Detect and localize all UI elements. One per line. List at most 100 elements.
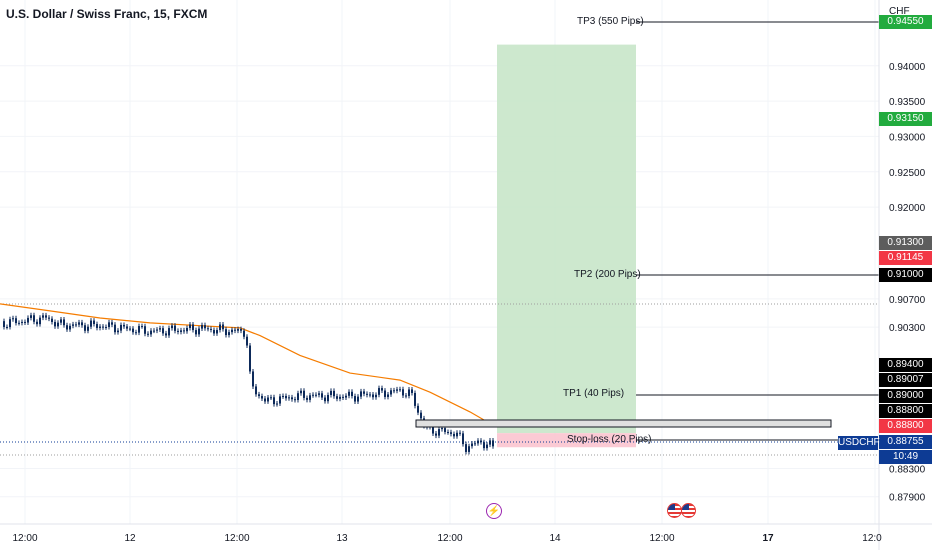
take-profit-zone[interactable] [497, 44, 636, 434]
candle-body [348, 391, 350, 396]
candle-body [330, 390, 332, 395]
symbol-tag[interactable]: USDCHF [838, 436, 880, 450]
candle-body [12, 318, 14, 320]
price-tag[interactable]: 0.89007 [879, 373, 932, 387]
candle-body [105, 327, 107, 329]
candle-body [192, 324, 194, 331]
price-label: 0.88300 [889, 464, 926, 475]
candle-body [468, 446, 470, 452]
entry-zone-box[interactable] [415, 419, 832, 428]
price-label: 0.90300 [889, 323, 926, 334]
candle-body [213, 329, 215, 334]
candle-body [180, 330, 182, 332]
candle-body [24, 321, 26, 323]
candle-body [69, 325, 71, 330]
price-tag[interactable]: 0.91145 [879, 251, 932, 265]
candle-body [483, 442, 485, 449]
candle-body [444, 428, 446, 432]
candle-body [120, 324, 122, 331]
candle-body [414, 392, 416, 406]
candle-body [270, 397, 272, 399]
candle-body [36, 321, 38, 325]
time-label: 12:00 [437, 533, 462, 544]
candle-body [216, 330, 218, 334]
candle-body [255, 386, 257, 395]
candle-body [87, 326, 89, 331]
tp1-label[interactable]: TP1 (40 Pips) [563, 388, 625, 399]
candle-body [408, 389, 410, 396]
price-label: 0.92500 [889, 168, 926, 179]
candle-body [30, 315, 32, 318]
tp2-label[interactable]: TP2 (200 Pips) [574, 269, 641, 280]
candle-body [435, 433, 437, 436]
candle-body [396, 389, 398, 391]
candle-body [294, 399, 296, 401]
time-label: 12:00 [224, 533, 249, 544]
candle-body [3, 321, 5, 327]
candle-body [336, 396, 338, 399]
horizontal-levels [0, 21, 879, 456]
price-tag[interactable]: 0.91000 [879, 268, 932, 282]
candle-body [177, 330, 179, 332]
candle-body [93, 320, 95, 325]
chart-title[interactable]: U.S. Dollar / Swiss Franc, 15, FXCM [6, 7, 208, 21]
time-label: 12:00 [649, 533, 674, 544]
us-flag-icon[interactable] [681, 503, 696, 518]
price-tag[interactable]: 0.91300 [879, 236, 932, 250]
candle-body [132, 328, 134, 333]
candle-body [78, 322, 80, 325]
tp3-label[interactable]: TP3 (550 Pips) [577, 16, 644, 27]
time-label: 12 [124, 533, 136, 544]
price-tag[interactable]: 0.88755 [879, 435, 932, 449]
time-label: 13 [336, 533, 348, 544]
candle-body [402, 389, 404, 396]
us-flag-icon[interactable] [667, 503, 682, 518]
candle-body [114, 324, 116, 333]
candle-body [312, 394, 314, 396]
price-tag[interactable]: 0.89400 [879, 358, 932, 372]
candle-body [450, 432, 452, 434]
candle-body [453, 433, 455, 437]
stop-loss-zone[interactable] [497, 433, 636, 448]
price-label: 0.87900 [889, 493, 926, 504]
candle-body [21, 321, 23, 323]
price-tag[interactable]: 0.89000 [879, 389, 932, 403]
candle-body [333, 390, 335, 397]
candle-body [261, 396, 263, 399]
candle-body [393, 390, 395, 392]
candle-body [219, 324, 221, 331]
price-axis-labels[interactable]: 0.94000 0.93500 0.93000 0.92500 0.92000 0.907… [889, 62, 926, 504]
price-tag[interactable]: 0.93150 [879, 112, 932, 126]
stop-loss-label[interactable]: Stop-loss (20 Pips) [567, 434, 652, 445]
time-axis-labels[interactable]: 12:00 12 12:00 13 12:00 14 12:00 17 12:0 [12, 533, 882, 544]
candle-body [276, 403, 278, 405]
price-label: 0.92000 [889, 203, 926, 214]
candle-body [303, 390, 305, 398]
candle-body [315, 394, 317, 396]
price-tag[interactable]: 0.88800 [879, 419, 932, 433]
price-tag[interactable]: 0.94550 [879, 15, 932, 29]
candle-body [108, 322, 110, 328]
candle-body [6, 326, 8, 328]
candle-body [144, 326, 146, 334]
candle-body [141, 326, 143, 328]
price-tag[interactable]: 0.88800 [879, 404, 932, 418]
candle-body [288, 397, 290, 399]
candle-body [405, 395, 407, 397]
candle-body [147, 333, 149, 335]
candle-body [321, 393, 323, 398]
candle-body [138, 326, 140, 333]
candle-body [456, 432, 458, 437]
candle-body [42, 315, 44, 318]
candle-body [168, 328, 170, 336]
time-label: 12:00 [12, 533, 37, 544]
candle-body [258, 394, 260, 397]
candle-body [126, 326, 128, 329]
candle-body [273, 397, 275, 405]
candle-body [324, 397, 326, 402]
bolt-icon[interactable]: ⚡ [486, 503, 502, 519]
candle-body [210, 328, 212, 330]
moving-average-line [0, 303, 493, 426]
price-label: 0.94000 [889, 62, 926, 73]
